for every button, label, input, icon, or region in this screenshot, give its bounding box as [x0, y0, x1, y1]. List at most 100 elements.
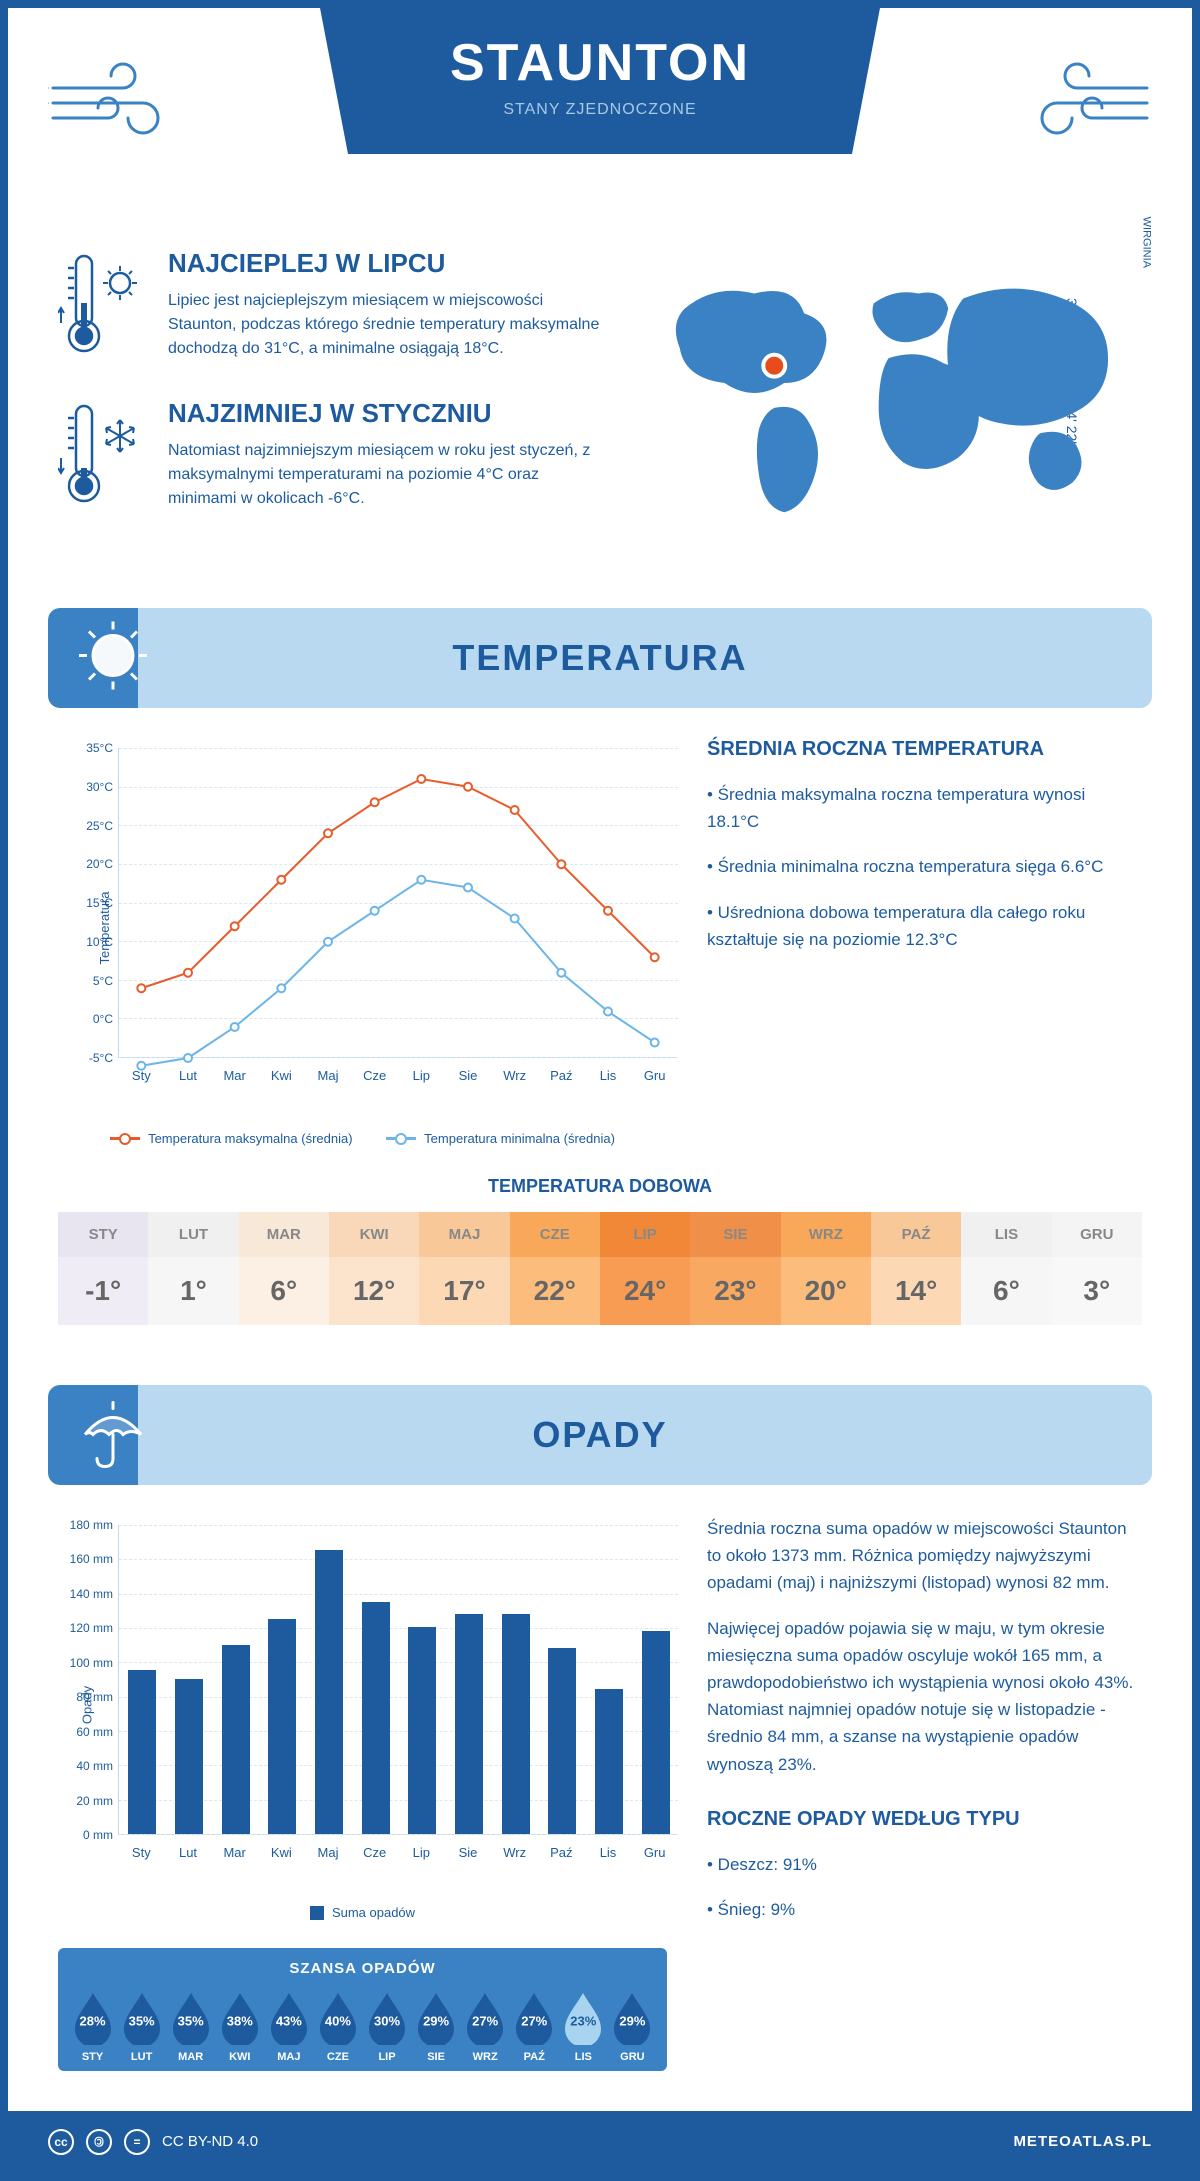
- umbrella-icon: [73, 1393, 153, 1478]
- daily-temp-value: 17°: [419, 1257, 509, 1325]
- page-subtitle: STANY ZJEDNOCZONE: [320, 101, 880, 119]
- precip-x-tick: Wrz: [503, 1845, 526, 1860]
- daily-temp-month: CZE: [510, 1212, 600, 1257]
- footer: cc 🄯 = CC BY-ND 4.0 METEOATLAS.PL: [8, 2111, 1192, 2173]
- precip-x-tick: Mar: [223, 1845, 245, 1860]
- temp-x-tick: Cze: [363, 1068, 386, 1083]
- daily-temp-value: 22°: [510, 1257, 600, 1325]
- precip-bar: [502, 1614, 530, 1834]
- temp-summary-title: ŚREDNIA ROCZNA TEMPERATURA: [707, 738, 1142, 761]
- precip-y-tick: 180 mm: [58, 1518, 113, 1532]
- chance-title: SZANSA OPADÓW: [68, 1960, 657, 1977]
- daily-temp-value: 3°: [1052, 1257, 1142, 1325]
- precipitation-legend: Suma opadów: [58, 1905, 667, 1923]
- chance-drop: 43%MAJ: [264, 1989, 313, 2063]
- daily-temp-month: LIS: [961, 1212, 1051, 1257]
- precip-x-tick: Maj: [318, 1845, 339, 1860]
- precip-bar: [268, 1619, 296, 1834]
- wind-decoration-right: [1012, 48, 1152, 153]
- daily-temp-value: 24°: [600, 1257, 690, 1325]
- precipitation-chance-box: SZANSA OPADÓW 28%STY35%LUT35%MAR38%KWI43…: [58, 1948, 667, 2071]
- daily-temp-value: 12°: [329, 1257, 419, 1325]
- precip-bar: [595, 1689, 623, 1834]
- chance-drop: 29%SIE: [412, 1989, 461, 2063]
- temp-y-tick: 20°C: [58, 857, 113, 871]
- precip-bar: [642, 1631, 670, 1834]
- precip-x-tick: Kwi: [271, 1845, 292, 1860]
- site-name: METEOATLAS.PL: [1013, 2133, 1152, 2150]
- daily-temp-month: LUT: [148, 1212, 238, 1257]
- precip-x-tick: Lut: [179, 1845, 197, 1860]
- chance-drop: 38%KWI: [215, 1989, 264, 2063]
- daily-temp-month: KWI: [329, 1212, 419, 1257]
- temperature-line-chart: Temperatura -5°C0°C5°C10°C15°C20°C25°C30…: [58, 738, 667, 1118]
- precip-x-tick: Gru: [644, 1845, 666, 1860]
- precip-bar: [455, 1614, 483, 1834]
- precip-bar: [362, 1602, 390, 1835]
- daily-temp-cell: LIS6°: [961, 1212, 1051, 1325]
- daily-temp-month: LIP: [600, 1212, 690, 1257]
- temp-x-tick: Lip: [413, 1068, 430, 1083]
- title-banner: STAUNTON STANY ZJEDNOCZONE: [320, 8, 880, 154]
- chance-drop: 35%MAR: [166, 1989, 215, 2063]
- precip-x-tick: Sty: [132, 1845, 151, 1860]
- legend-min-label: Temperatura minimalna (średnia): [424, 1131, 615, 1146]
- precip-y-tick: 0 mm: [58, 1828, 113, 1842]
- temp-summary-list: • Średnia maksymalna roczna temperatura …: [707, 781, 1142, 953]
- precip-bar: [548, 1648, 576, 1834]
- temp-y-tick: 10°C: [58, 935, 113, 949]
- temp-y-tick: 5°C: [58, 974, 113, 988]
- sun-icon: [73, 616, 153, 701]
- fact-warmest: NAJCIEPLEJ W LIPCU Lipiec jest najcieple…: [58, 248, 605, 363]
- fact-coldest: NAJZIMNIEJ W STYCZNIU Natomiast najzimni…: [58, 398, 605, 513]
- daily-temp-month: MAR: [239, 1212, 329, 1257]
- daily-temp-value: 6°: [961, 1257, 1051, 1325]
- temp-x-tick: Wrz: [503, 1068, 526, 1083]
- thermometer-hot-icon: [58, 248, 148, 363]
- daily-temp-cell: MAJ17°: [419, 1212, 509, 1325]
- daily-temp-value: 23°: [690, 1257, 780, 1325]
- fact-cold-title: NAJZIMNIEJ W STYCZNIU: [168, 398, 605, 429]
- daily-temp-month: WRZ: [781, 1212, 871, 1257]
- precip-x-tick: Sie: [459, 1845, 478, 1860]
- chance-drop: 27%WRZ: [461, 1989, 510, 2063]
- chance-drop: 23%LIS: [559, 1989, 608, 2063]
- precip-x-tick: Lis: [600, 1845, 617, 1860]
- fact-warm-title: NAJCIEPLEJ W LIPCU: [168, 248, 605, 279]
- temperature-legend: Temperatura maksymalna (średnia) Tempera…: [58, 1128, 667, 1146]
- daily-temp-value: 6°: [239, 1257, 329, 1325]
- precip-x-tick: Paź: [550, 1845, 572, 1860]
- section-header-temperature: TEMPERATURA: [48, 608, 1152, 708]
- daily-temp-cell: STY-1°: [58, 1212, 148, 1325]
- chance-drop: 29%GRU: [608, 1989, 657, 2063]
- daily-temp-cell: LIP24°: [600, 1212, 690, 1325]
- chance-drop: 40%CZE: [313, 1989, 362, 2063]
- temp-y-tick: 30°C: [58, 780, 113, 794]
- precip-y-tick: 120 mm: [58, 1621, 113, 1635]
- precip-y-tick: 140 mm: [58, 1587, 113, 1601]
- temp-x-tick: Paź: [550, 1068, 572, 1083]
- daily-temperature-table: TEMPERATURA DOBOWA STY-1°LUT1°MAR6°KWI12…: [58, 1176, 1142, 1325]
- page-title: STAUNTON: [320, 33, 880, 93]
- location-marker: [763, 355, 785, 377]
- legend-precip-label: Suma opadów: [332, 1905, 415, 1920]
- temp-x-tick: Lut: [179, 1068, 197, 1083]
- daily-temp-cell: CZE22°: [510, 1212, 600, 1325]
- temp-x-tick: Sie: [459, 1068, 478, 1083]
- daily-temp-cell: GRU3°: [1052, 1212, 1142, 1325]
- daily-temp-value: -1°: [58, 1257, 148, 1325]
- daily-temp-cell: MAR6°: [239, 1212, 329, 1325]
- precip-type-item: • Deszcz: 91%: [707, 1851, 1142, 1878]
- daily-temp-cell: PAŹ14°: [871, 1212, 961, 1325]
- precip-by-type-list: • Deszcz: 91%• Śnieg: 9%: [707, 1851, 1142, 1923]
- daily-temp-month: GRU: [1052, 1212, 1142, 1257]
- nd-icon: =: [124, 2129, 150, 2155]
- cc-icon: cc: [48, 2129, 74, 2155]
- temp-x-tick: Kwi: [271, 1068, 292, 1083]
- temp-x-tick: Sty: [132, 1068, 151, 1083]
- temp-y-tick: -5°C: [58, 1051, 113, 1065]
- daily-temp-month: PAŹ: [871, 1212, 961, 1257]
- precip-bar: [408, 1627, 436, 1834]
- temp-summary-item: • Uśredniona dobowa temperatura dla całe…: [707, 899, 1142, 953]
- temp-y-tick: 0°C: [58, 1012, 113, 1026]
